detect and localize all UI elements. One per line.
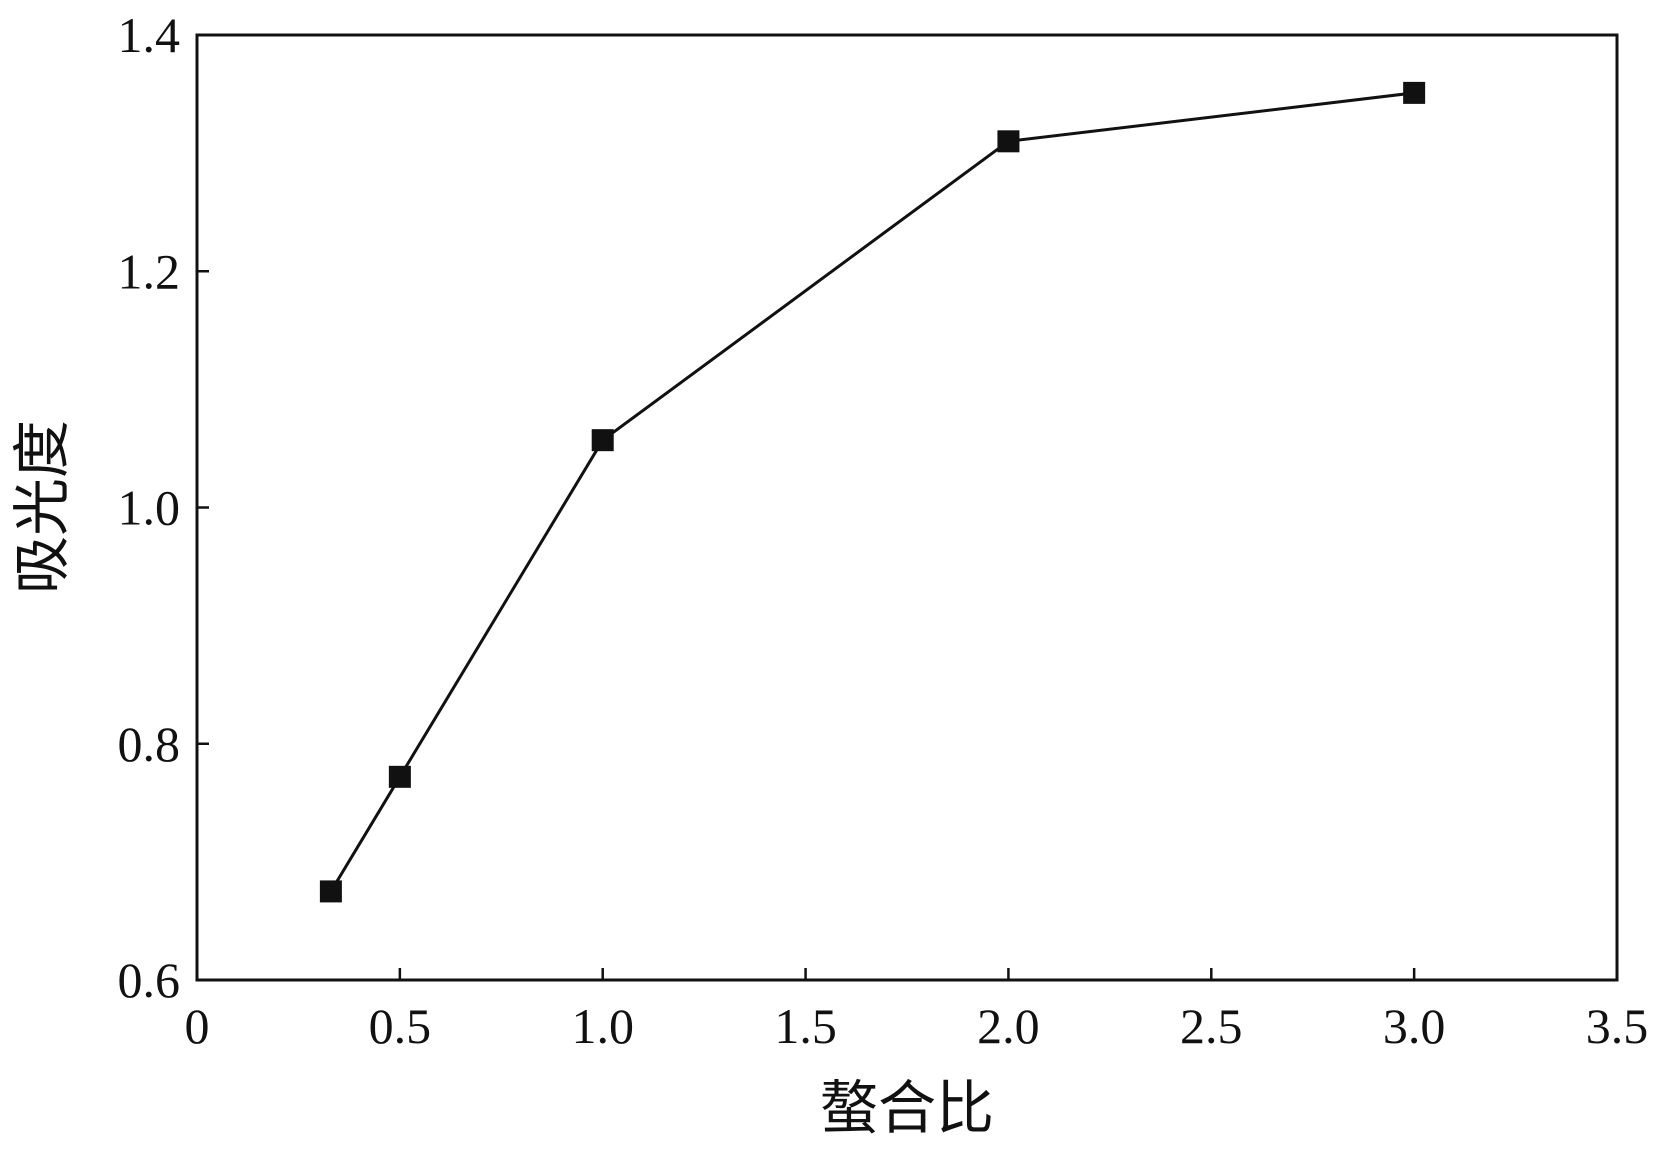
x-tick-label: 3.5 [1586, 998, 1649, 1054]
x-tick-label: 3.0 [1383, 998, 1446, 1054]
y-tick-label: 1.4 [118, 7, 181, 63]
y-tick-label: 0.8 [118, 716, 181, 772]
y-axis-title: 吸光度 [8, 420, 76, 594]
x-tick-label: 1.0 [571, 998, 634, 1054]
y-axis-ticks: 0.6 0.8 1.0 1.2 1.4 [118, 7, 209, 1008]
y-tick-label: 1.2 [118, 243, 181, 299]
x-tick-label: 2.0 [977, 998, 1040, 1054]
y-tick-label: 1.0 [118, 480, 181, 536]
data-point-marker [319, 880, 342, 903]
data-point-marker [997, 130, 1020, 153]
x-axis-ticks: 0 0.5 1.0 1.5 2.0 2.5 3.0 3.5 [185, 968, 1649, 1054]
series-layer [319, 81, 1426, 903]
x-tick-label: 1.5 [774, 998, 837, 1054]
x-tick-label: 0 [185, 998, 210, 1054]
data-point-marker [388, 765, 411, 788]
data-point-marker [1403, 81, 1426, 104]
y-tick-label: 0.6 [118, 952, 181, 1008]
plot-frame [195, 33, 1619, 982]
series-line [329, 91, 1415, 893]
data-point-marker [591, 429, 614, 452]
x-tick-label: 0.5 [369, 998, 432, 1054]
x-tick-label: 2.5 [1180, 998, 1243, 1054]
x-axis-title: 螯合比 [820, 1074, 994, 1142]
